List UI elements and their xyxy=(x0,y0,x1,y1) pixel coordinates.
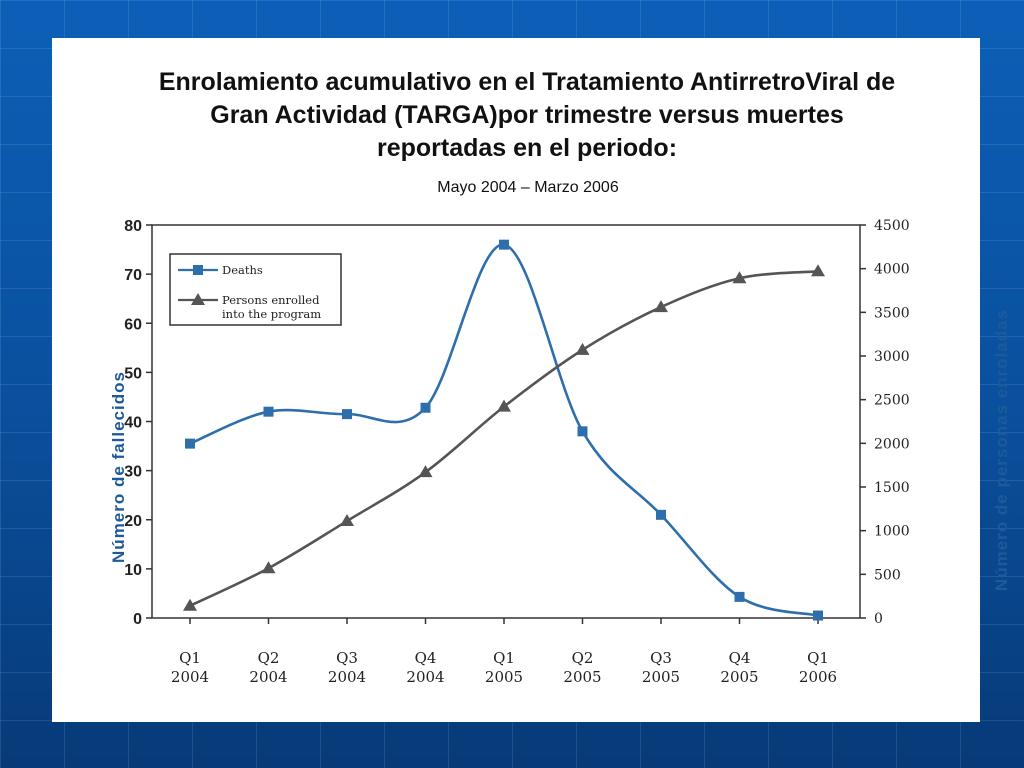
legend-label-deaths: Deaths xyxy=(222,263,263,277)
y-left-tick-label: 20 xyxy=(124,513,142,530)
x-tick-label-quarter: Q4 xyxy=(729,649,751,667)
y-right-tick-label: 2000 xyxy=(874,436,910,452)
y-left-tick-label: 60 xyxy=(124,316,142,333)
chart-series xyxy=(183,239,825,621)
y-left-tick-label: 10 xyxy=(124,562,142,579)
data-point-enrolled xyxy=(183,598,197,611)
x-tick-label-year: 2004 xyxy=(406,668,444,686)
x-tick-label-quarter: Q2 xyxy=(258,649,280,667)
y-left-tick-label: 70 xyxy=(124,267,142,284)
x-tick-label-year: 2005 xyxy=(720,668,758,686)
data-point-deaths xyxy=(813,610,823,621)
data-point-deaths xyxy=(734,591,745,602)
dual-axis-line-chart: 0 10 20 30 40 50 60 70 80 0 500 1000 1500 2000 2500 300… xyxy=(124,218,909,686)
data-point-enrolled xyxy=(811,264,825,277)
y-right-tick-label: 500 xyxy=(874,567,901,583)
x-tick-label-year: 2006 xyxy=(799,668,837,686)
x-tick-label-year: 2005 xyxy=(563,668,601,686)
y-left-tick-label: 30 xyxy=(124,464,142,481)
chart-title: Enrolamiento acumulativo en el Tratamien… xyxy=(92,66,962,165)
x-tick-label-quarter: Q1 xyxy=(493,649,515,667)
title-line-1: Enrolamiento acumulativo en el Tratamien… xyxy=(158,68,896,96)
x-tick-label-year: 2004 xyxy=(328,668,366,686)
y-left-tick-label: 50 xyxy=(124,365,142,382)
data-point-enrolled xyxy=(418,465,433,478)
y-right-tick-label: 1000 xyxy=(874,524,910,540)
data-point-enrolled xyxy=(732,271,747,284)
data-point-enrolled xyxy=(497,399,511,412)
x-tick-label-quarter: Q3 xyxy=(336,649,358,667)
legend-label-enrolled: into the program xyxy=(222,307,321,321)
y-right-tick-label: 2500 xyxy=(874,393,910,409)
x-tick-label-year: 2005 xyxy=(485,668,523,686)
data-point-deaths xyxy=(420,402,431,413)
legend-label-enrolled: Persons enrolled xyxy=(222,293,320,307)
y-right-tick-label: 0 xyxy=(874,611,883,627)
data-point-deaths xyxy=(342,409,352,420)
y-left-tick-label: 0 xyxy=(133,611,142,628)
legend-marker-deaths xyxy=(193,265,203,275)
y-left-tick-label: 80 xyxy=(124,218,142,235)
data-point-enrolled xyxy=(340,514,354,527)
y-axis-right-label: Número de personas enroladas xyxy=(992,308,1011,592)
data-point-deaths xyxy=(185,438,195,449)
data-point-deaths xyxy=(499,239,509,250)
x-tick-label-quarter: Q1 xyxy=(807,649,829,667)
data-point-enrolled xyxy=(575,342,590,355)
title-line-3: reportadas en el periodo: xyxy=(376,134,678,162)
x-tick-label-quarter: Q3 xyxy=(650,649,672,667)
legend-marker-enrolled xyxy=(191,293,205,305)
slide-panel: Enrolamiento acumulativo en el Tratamien… xyxy=(52,38,1011,722)
x-tick-label-year: 2004 xyxy=(171,668,209,686)
title-line-2: Gran Actividad (TARGA)por trimestre vers… xyxy=(210,101,844,129)
data-point-enrolled xyxy=(654,300,668,313)
y-left-tick-label: 40 xyxy=(124,415,142,432)
data-point-deaths xyxy=(263,406,274,417)
data-point-deaths xyxy=(656,509,666,520)
chart-subtitle: Mayo 2004 – Marzo 2006 xyxy=(437,179,619,196)
y-right-tick-label: 4500 xyxy=(874,218,910,234)
x-tick-label-quarter: Q4 xyxy=(415,649,437,667)
y-right-tick-label: 4000 xyxy=(874,262,910,278)
y-right-tick-label: 1500 xyxy=(874,480,910,496)
data-point-enrolled xyxy=(261,561,276,574)
data-point-deaths xyxy=(577,426,588,437)
x-tick-label-year: 2004 xyxy=(249,668,287,686)
x-tick-label-year: 2005 xyxy=(642,668,680,686)
x-tick-label-quarter: Q1 xyxy=(179,649,201,667)
chart-axes: 0 10 20 30 40 50 60 70 80 0 500 1000 1500 2000 2500 300… xyxy=(124,218,909,686)
x-tick-label-quarter: Q2 xyxy=(572,649,594,667)
y-right-tick-label: 3500 xyxy=(874,305,910,321)
y-right-tick-label: 3000 xyxy=(874,349,910,365)
